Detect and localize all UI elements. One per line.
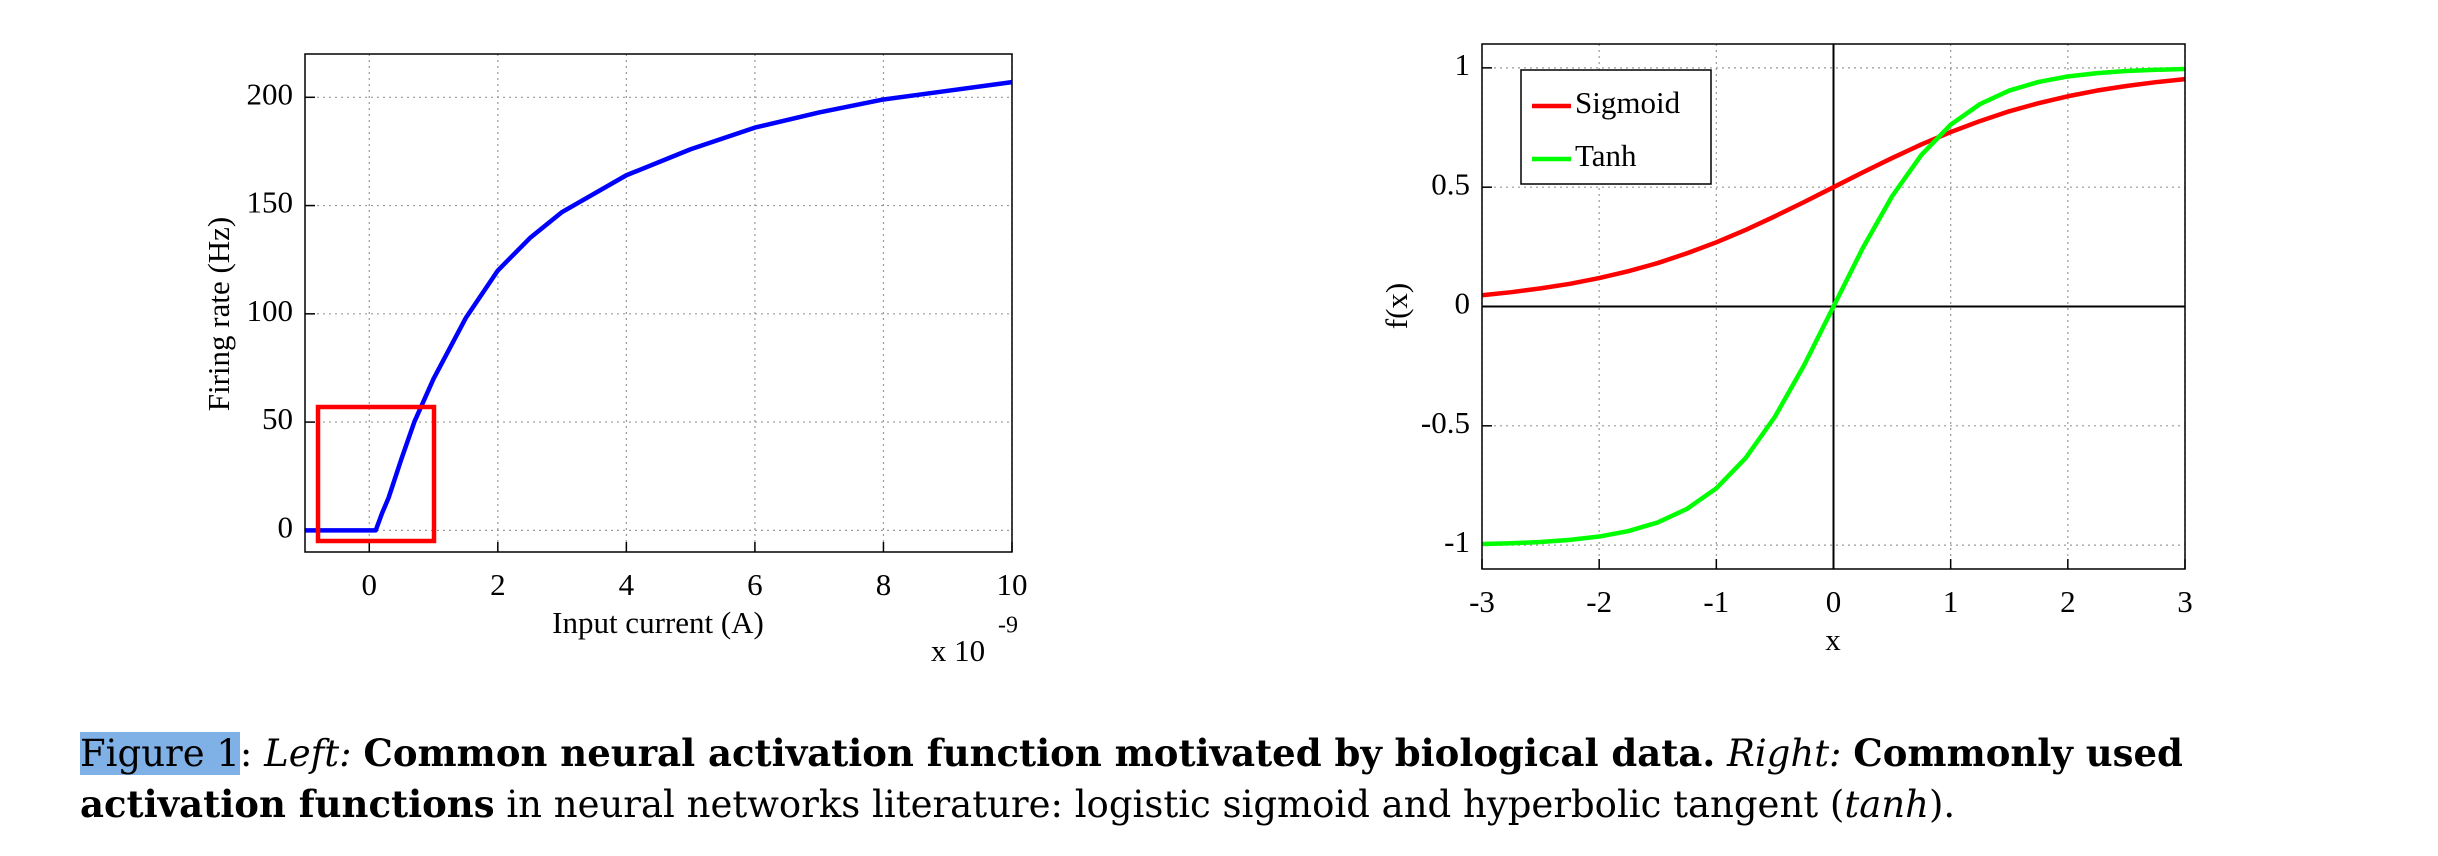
- caption-bold: Common neural activation function motiva…: [363, 731, 1716, 775]
- legend-label: Tanh: [1575, 138, 1637, 173]
- x-tick-label: 1: [1943, 584, 1959, 619]
- y-tick-label: 150: [247, 185, 294, 220]
- figure: Firing rate (Hz) Input current (A) x 10 …: [201, 43, 2193, 668]
- x-tick-label: -2: [1586, 584, 1612, 619]
- y-tick-label: -1: [1444, 524, 1470, 559]
- caption-right: Right:: [1726, 732, 1842, 775]
- data-line: [1481, 66, 2186, 547]
- x-tick-label: -1: [1703, 584, 1729, 619]
- caption: Figure 1: Left: Common neural activation…: [80, 728, 2380, 830]
- data-line: [305, 79, 1013, 533]
- x-exponent: -9: [998, 613, 1018, 639]
- x-multiplier: x 10: [931, 633, 985, 668]
- x-tick-label: 3: [2177, 584, 2193, 619]
- y-tick-label: 0.5: [1431, 166, 1470, 201]
- caption-text: ).: [1928, 783, 1956, 826]
- caption-italic: tanh: [1844, 783, 1929, 826]
- data-line: [1481, 76, 2186, 298]
- x-tick-label: 0: [1826, 584, 1842, 619]
- caption-sep: :: [239, 732, 253, 775]
- x-axis-label: x: [1825, 622, 1841, 657]
- y-tick-label: 200: [247, 76, 294, 111]
- caption-bold: Commonly used activation functions: [80, 731, 2183, 826]
- y-tick-label: 100: [247, 293, 294, 328]
- x-tick-label: 2: [2060, 584, 2076, 619]
- x-tick-label: 10: [997, 567, 1028, 602]
- highlight-box: [315, 404, 437, 544]
- legend-label: Sigmoid: [1575, 85, 1681, 120]
- x-tick-label: 4: [619, 567, 635, 602]
- x-tick-label: 8: [876, 567, 892, 602]
- y-tick-label: 50: [262, 401, 293, 436]
- x-tick-label: -3: [1469, 584, 1495, 619]
- y-tick-label: -0.5: [1421, 405, 1470, 440]
- y-tick-label: 1: [1455, 47, 1471, 82]
- x-tick-label: 2: [490, 567, 506, 602]
- y-tick-label: 0: [1455, 286, 1471, 321]
- legend-box: [1520, 69, 1712, 185]
- y-tick-label: 0: [278, 509, 294, 544]
- x-tick-label: 6: [747, 567, 763, 602]
- caption-text: in neural networks literature: logistic …: [506, 783, 1845, 826]
- plot-frame: [1481, 43, 2186, 570]
- plot-frame: [304, 53, 1013, 553]
- y-axis-label: Firing rate (Hz): [201, 217, 236, 412]
- y-axis-label: f(x): [1379, 283, 1414, 329]
- figure-label: Figure 1: [80, 732, 240, 775]
- x-tick-label: 0: [362, 567, 378, 602]
- caption-left: Left:: [264, 732, 352, 775]
- x-axis-label: Input current (A): [552, 605, 764, 640]
